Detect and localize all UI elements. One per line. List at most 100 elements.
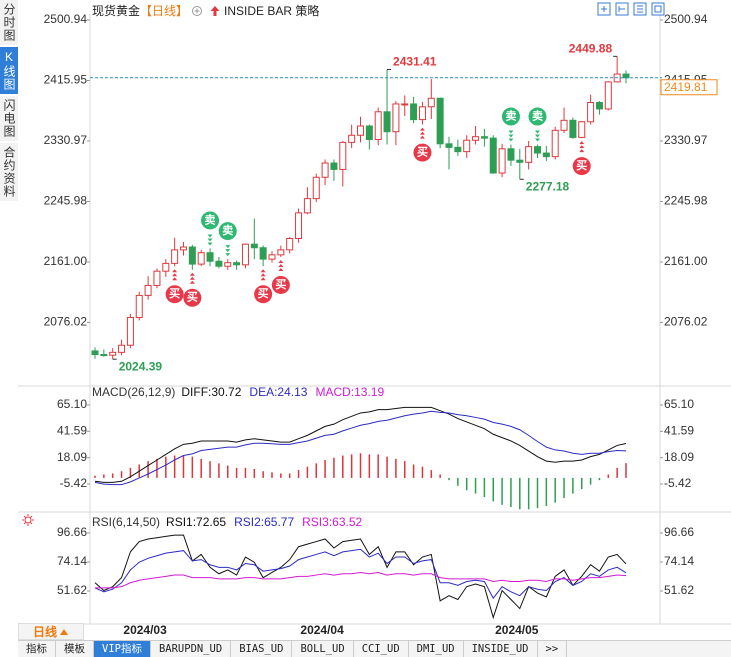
settings-icon[interactable] bbox=[22, 514, 34, 526]
macd-bar bbox=[510, 477, 512, 508]
macd-bar bbox=[191, 456, 194, 478]
indicator-title: MACD(26,12,9) bbox=[92, 385, 175, 399]
sidebar-tab[interactable]: K线图 bbox=[0, 47, 18, 94]
candle-body bbox=[135, 294, 143, 318]
candle-body bbox=[330, 162, 338, 170]
macd-bar bbox=[421, 466, 424, 478]
macd-bar bbox=[244, 467, 247, 478]
macd-bar bbox=[324, 460, 326, 478]
y-tick-label: 96.66 bbox=[57, 525, 87, 539]
macd-bar bbox=[359, 453, 362, 478]
macd-bar bbox=[492, 477, 494, 502]
signal-arrow bbox=[207, 238, 213, 242]
y-tick-label: 96.66 bbox=[664, 525, 694, 539]
candle-body bbox=[525, 146, 533, 163]
icon-button[interactable] bbox=[615, 2, 629, 16]
candle-body bbox=[241, 243, 249, 266]
period-button[interactable]: 日线 bbox=[18, 623, 84, 640]
candle-body bbox=[339, 141, 347, 170]
indicator-tab[interactable]: >> bbox=[538, 641, 568, 657]
signal-label: 买 bbox=[169, 287, 180, 300]
signal-arrow bbox=[260, 273, 266, 277]
candle-body bbox=[427, 97, 435, 108]
icon-button[interactable] bbox=[633, 2, 647, 16]
macd-bar bbox=[288, 473, 291, 478]
toolbar-icons bbox=[597, 2, 665, 16]
candle-body bbox=[472, 136, 480, 141]
indicator-tab[interactable]: CCI_UD bbox=[354, 641, 409, 657]
signal-arrow bbox=[535, 134, 540, 138]
candle-body bbox=[171, 249, 179, 264]
buy-signal bbox=[413, 143, 432, 162]
candle-body bbox=[224, 262, 232, 267]
indicator-tab[interactable]: INSIDE_UD bbox=[464, 641, 538, 657]
sidebar-tab[interactable]: 分时图 bbox=[0, 0, 18, 45]
macd-bar bbox=[519, 477, 521, 510]
buy-signal bbox=[572, 157, 591, 176]
strategy: INSIDE BAR 策略 bbox=[224, 4, 320, 18]
y-tick-label: 18.09 bbox=[664, 450, 694, 464]
sidebar-tab[interactable]: 合约资料 bbox=[0, 143, 18, 201]
candle-body bbox=[286, 237, 294, 251]
icon-button[interactable] bbox=[651, 2, 665, 16]
candle-body bbox=[516, 159, 524, 163]
macd-bar bbox=[280, 473, 282, 478]
signal-arrow bbox=[278, 259, 284, 263]
signal-arrow bbox=[535, 130, 540, 134]
y-tick-label: 74.14 bbox=[664, 554, 694, 568]
signal-label: 买 bbox=[576, 159, 587, 172]
candle-body bbox=[480, 136, 488, 139]
signal-arrow bbox=[535, 138, 540, 142]
signal-label: 卖 bbox=[532, 108, 543, 122]
indicator-tab[interactable]: BOLL_UD bbox=[292, 641, 354, 657]
indicator-tab[interactable]: 模板 bbox=[56, 641, 94, 657]
indicator-tab[interactable]: 指标 bbox=[18, 641, 56, 657]
last-price-label: 2419.81 bbox=[664, 80, 708, 94]
candle-body bbox=[268, 254, 276, 260]
signal-label: 买 bbox=[187, 291, 198, 304]
candle-body bbox=[604, 81, 612, 110]
macd-bar bbox=[483, 477, 486, 497]
macd-bar bbox=[227, 465, 229, 478]
last-price-box bbox=[660, 79, 718, 96]
macd-bar bbox=[545, 477, 548, 506]
candle-body bbox=[498, 148, 506, 174]
indicator-tab[interactable]: VIP指标 bbox=[94, 641, 151, 657]
candle-body bbox=[365, 125, 373, 141]
macd-bar bbox=[536, 477, 539, 509]
sidebar-tab[interactable]: 闪电图 bbox=[0, 96, 18, 141]
signal-arrow bbox=[260, 277, 266, 281]
macd-bar bbox=[572, 477, 574, 494]
signal-arrow bbox=[508, 134, 514, 138]
y-tick-label: 2076.02 bbox=[44, 315, 88, 329]
signal-arrow bbox=[225, 245, 231, 249]
candle-body bbox=[295, 212, 303, 239]
strategy-icon[interactable] bbox=[209, 5, 221, 17]
add-icon[interactable] bbox=[191, 5, 203, 17]
candle-body bbox=[374, 111, 382, 141]
macd-bar bbox=[430, 470, 433, 478]
macd-bar bbox=[616, 467, 618, 478]
sell-signal bbox=[501, 107, 520, 126]
indicator-tab[interactable]: DMI_UD bbox=[409, 641, 464, 657]
signal-arrow bbox=[278, 267, 284, 271]
macd-bar bbox=[457, 477, 459, 486]
legend-entry: RSI3:63.52 bbox=[302, 515, 362, 529]
signal-arrow bbox=[189, 272, 195, 276]
signal-arrow bbox=[225, 253, 231, 257]
macd-bar bbox=[465, 477, 468, 491]
candle-body bbox=[463, 139, 471, 153]
signal-arrow bbox=[278, 263, 284, 267]
buy-signal bbox=[254, 285, 273, 304]
candle-body bbox=[551, 129, 559, 158]
candle-body bbox=[569, 119, 577, 138]
macd-bar bbox=[527, 477, 530, 510]
indicator-line bbox=[94, 406, 627, 483]
indicator-tab[interactable]: BIAS_UD bbox=[231, 641, 293, 657]
indicator-tab[interactable]: BARUPDN_UD bbox=[151, 641, 232, 657]
signal-arrow bbox=[172, 277, 178, 281]
icon-button[interactable] bbox=[597, 2, 611, 16]
candle-body bbox=[436, 97, 444, 145]
